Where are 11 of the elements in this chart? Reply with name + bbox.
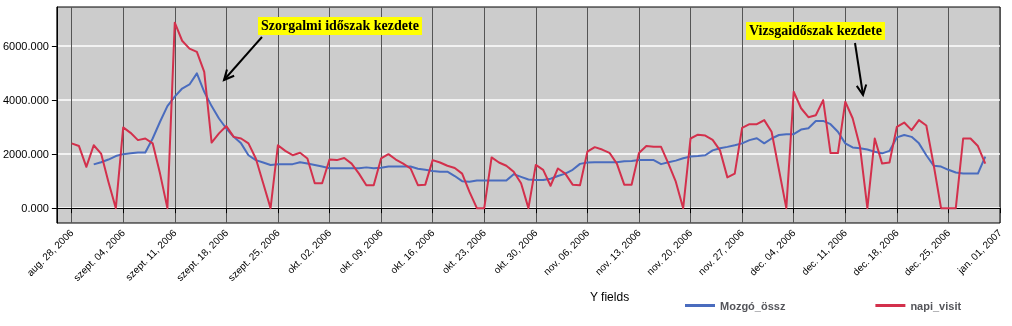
- legend-label: napi_visit: [910, 299, 962, 312]
- annotation: Vizsgaidőszak kezdete: [746, 22, 885, 40]
- legend-title: Y fields: [590, 290, 630, 304]
- y-tick-label: 4000.000: [2, 94, 49, 107]
- y-tick-label: 0.000: [21, 202, 49, 215]
- line-series: [92, 72, 987, 183]
- y-tick-label: 2000.000: [2, 148, 49, 161]
- y-tick-label: 6000.000: [2, 40, 49, 53]
- line-series: [70, 21, 987, 210]
- legend-label: Mozgó_össz: [720, 299, 786, 312]
- annotation: Szorgalmi időszak kezdete: [258, 17, 422, 35]
